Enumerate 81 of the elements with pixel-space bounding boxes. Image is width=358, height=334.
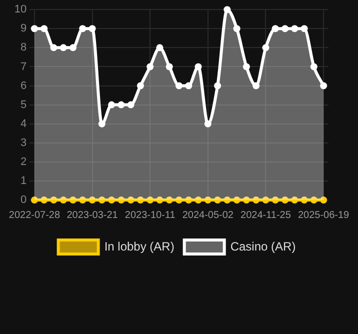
point xyxy=(166,63,173,70)
y-tick-label: 9 xyxy=(20,22,27,35)
y-tick-label: 8 xyxy=(20,42,27,54)
point xyxy=(176,82,182,90)
point xyxy=(233,25,240,32)
point xyxy=(79,25,86,32)
point xyxy=(320,82,328,90)
point xyxy=(224,6,231,14)
point xyxy=(194,63,202,70)
point xyxy=(224,196,231,204)
point xyxy=(136,196,144,204)
point xyxy=(70,196,76,204)
point xyxy=(98,120,106,128)
point xyxy=(300,25,308,32)
point xyxy=(242,63,250,70)
point xyxy=(136,82,144,90)
point xyxy=(272,25,279,32)
point xyxy=(176,196,182,204)
point xyxy=(320,196,328,204)
point xyxy=(70,44,76,52)
point xyxy=(127,196,134,204)
point xyxy=(233,196,240,204)
point xyxy=(146,196,154,204)
point xyxy=(185,82,192,90)
x-tick-label: 2024-11-25 xyxy=(240,210,292,221)
x-tick-label: 2025-06-19 xyxy=(298,210,350,221)
point xyxy=(146,63,154,70)
point xyxy=(272,196,279,204)
x-tick-label: 2024-05-02 xyxy=(182,210,234,221)
y-tick-label: 3 xyxy=(20,136,27,149)
y-tick-label: 4 xyxy=(20,118,27,130)
point xyxy=(291,25,298,32)
x-tick-label: 2023-03-21 xyxy=(66,210,118,221)
point xyxy=(40,196,48,204)
y-tick-label: 6 xyxy=(20,80,27,92)
x-tick-label: 2023-10-11 xyxy=(124,210,176,221)
point xyxy=(252,196,260,204)
point xyxy=(282,25,288,32)
point xyxy=(310,63,318,70)
point xyxy=(40,25,48,32)
x-tick-label: 2022-07-28 xyxy=(8,210,60,221)
y-tick-label: 2 xyxy=(20,156,27,168)
point xyxy=(60,196,67,204)
point xyxy=(214,82,222,90)
point xyxy=(166,196,173,204)
point xyxy=(262,44,270,52)
y-tick-label: 10 xyxy=(14,4,27,16)
legend-label: Casino (AR) xyxy=(230,239,296,254)
point xyxy=(262,196,270,204)
point xyxy=(88,196,96,204)
point xyxy=(30,25,38,32)
point xyxy=(194,196,202,204)
point xyxy=(204,196,212,204)
point xyxy=(108,196,116,204)
point xyxy=(118,101,125,108)
y-tick-label: 0 xyxy=(20,194,27,206)
point xyxy=(214,196,222,204)
point xyxy=(118,196,125,204)
point xyxy=(156,196,164,204)
point xyxy=(300,196,308,204)
point xyxy=(291,196,298,204)
y-tick-label: 1 xyxy=(20,174,27,187)
point xyxy=(127,101,134,108)
point xyxy=(88,25,96,32)
legend-label: In lobby (AR) xyxy=(104,239,174,254)
point xyxy=(282,196,288,204)
point xyxy=(50,44,58,52)
point xyxy=(108,101,116,108)
point xyxy=(30,196,38,204)
point xyxy=(98,196,106,204)
y-tick-label: 7 xyxy=(20,60,27,73)
point xyxy=(242,196,250,204)
point xyxy=(156,44,164,52)
point xyxy=(50,196,58,204)
point xyxy=(60,44,67,52)
y-tick-label: 5 xyxy=(20,98,27,111)
point xyxy=(79,196,86,204)
point xyxy=(252,82,260,90)
point xyxy=(204,120,212,128)
point xyxy=(185,196,192,204)
point xyxy=(310,196,318,204)
